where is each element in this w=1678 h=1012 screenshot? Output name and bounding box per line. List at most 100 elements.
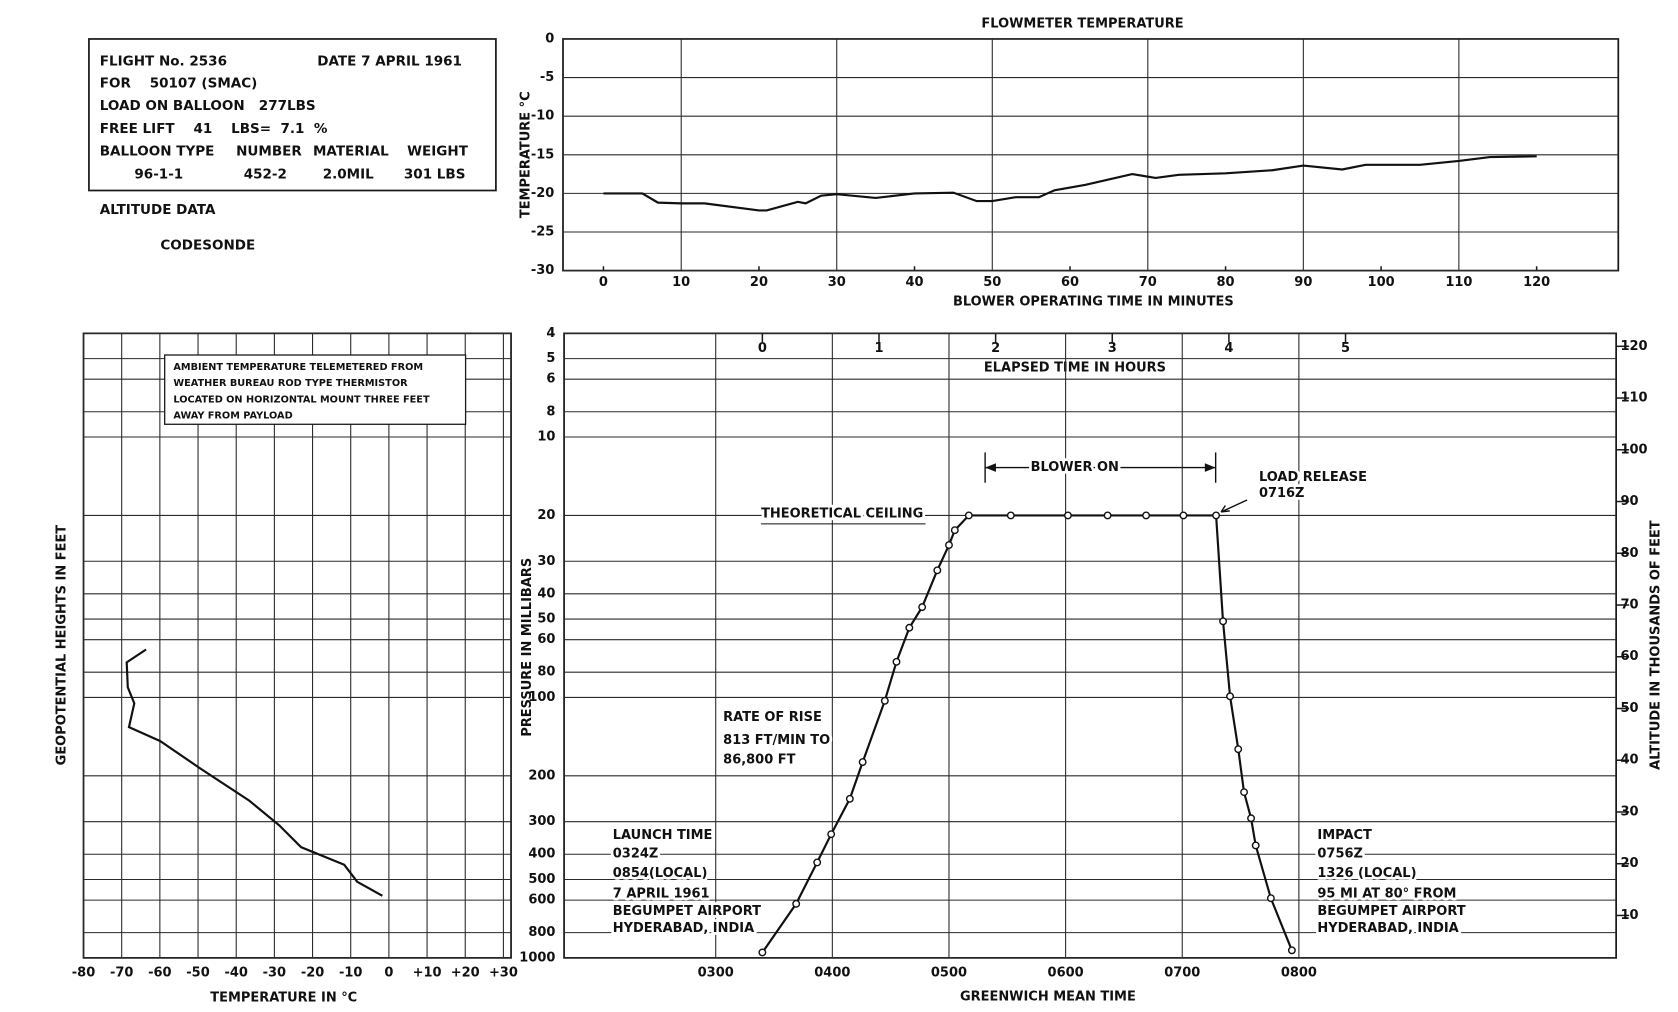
y-tick-label: 40	[537, 586, 555, 601]
x2-tick-label: 5	[1341, 341, 1350, 356]
y-tick-label: -30	[531, 263, 554, 278]
impact-note: BEGUMPET AIRPORT	[1317, 904, 1465, 919]
y2-tick-label: 60	[1620, 649, 1638, 664]
info-box: FLIGHT No. 2536 DATE 7 APRIL 1961 FOR 50…	[88, 38, 497, 254]
data-point	[892, 657, 901, 666]
note-box	[164, 354, 467, 425]
release-arrow	[1220, 499, 1248, 513]
data-point	[918, 603, 927, 612]
annotations: THEORETICAL CEILING BLOWER ON LOAD RELEA…	[610, 452, 1468, 939]
y-tick-label: 600	[528, 893, 555, 908]
x-tick-label: 0700	[1164, 966, 1200, 981]
data-point	[845, 794, 854, 803]
x2-tick-label: 4	[1224, 341, 1233, 356]
x-tick-label: -40	[224, 966, 247, 981]
data-point	[827, 830, 836, 839]
y-tick-label: -15	[531, 147, 554, 162]
balloon-value: 2.0MIL	[323, 166, 374, 182]
data-point	[1142, 511, 1151, 520]
y-tick-label: 200	[528, 768, 555, 783]
y-tick-label: 500	[528, 872, 555, 887]
data-point	[1234, 745, 1243, 754]
y-axis-label: TEMPERATURE °C	[519, 91, 534, 218]
rate-of-rise: RATE OF RISE	[723, 710, 822, 725]
data-point	[945, 541, 953, 550]
y2-tick-label: 10	[1620, 908, 1638, 923]
y2-tick-label: 80	[1620, 546, 1638, 561]
rate-of-rise: 86,800 FT	[723, 752, 795, 767]
data-point	[758, 948, 767, 957]
data-line	[125, 648, 383, 897]
data-point	[858, 758, 867, 766]
y-tick-label: 50	[537, 612, 555, 627]
data-point	[964, 511, 973, 520]
x-tick-label: 100	[1368, 275, 1395, 290]
data-point	[813, 858, 822, 867]
y-tick-label: 0	[545, 31, 554, 46]
y2-tick-label: 20	[1620, 856, 1638, 871]
data-point	[1063, 511, 1072, 520]
y-tick-label: 4	[546, 326, 555, 341]
y2-tick-label: 120	[1620, 339, 1647, 354]
data-point	[933, 566, 942, 575]
y-tick-label: 5	[546, 351, 555, 366]
x-tick-label: 0	[384, 966, 393, 981]
x-tick-label: -80	[72, 966, 95, 981]
altitude-data: ALTITUDE DATA	[100, 202, 216, 218]
x-tick-label: 110	[1445, 275, 1472, 290]
blower-on: BLOWER ON	[1031, 460, 1119, 475]
x2-tick-label: 3	[1108, 341, 1117, 356]
y-tick-label: -20	[531, 186, 554, 201]
flight-number: FLIGHT No. 2536	[100, 54, 227, 70]
y-tick-label: 100	[528, 690, 555, 705]
x2-tick-label: 2	[991, 341, 1000, 356]
y2-tick-label: 40	[1620, 753, 1638, 768]
note-line: WEATHER BUREAU ROD TYPE THERMISTOR	[173, 378, 408, 389]
y-tick-label: 1000	[519, 950, 555, 965]
x-tick-label: 40	[905, 275, 923, 290]
y2-axis-label: ALTITUDE IN THOUSANDS OF FEET	[1649, 520, 1664, 770]
y-tick-label: 400	[528, 847, 555, 862]
y-tick-label: 80	[537, 665, 555, 680]
theoretical-ceiling: THEORETICAL CEILING	[761, 507, 923, 522]
y2-tick-label: 110	[1620, 391, 1647, 406]
x-tick-label: +10	[413, 966, 442, 981]
data-point	[1103, 511, 1112, 520]
y-tick-label: 20	[537, 508, 555, 523]
x-tick-label: -50	[186, 966, 209, 981]
balloon-header: NUMBER	[236, 144, 302, 160]
y-tick-label: 30	[537, 554, 555, 569]
data-point	[1251, 841, 1260, 850]
balloon-value: 96-1-1	[134, 166, 183, 182]
note-line: AWAY FROM PAYLOAD	[173, 411, 292, 422]
x2-tick-label: 0	[758, 341, 767, 356]
balloon-value: 301 LBS	[404, 166, 466, 182]
x-tick-label: 90	[1294, 275, 1312, 290]
x-tick-label: 0400	[814, 966, 850, 981]
x-tick-label: -20	[301, 966, 324, 981]
data-point	[1006, 511, 1015, 520]
data-point	[1226, 692, 1235, 701]
x-tick-label: -70	[110, 966, 133, 981]
x-tick-label: 10	[672, 275, 690, 290]
x2-tick-label: 1	[874, 341, 883, 356]
y-tick-label: 8	[546, 404, 555, 419]
x-tick-label: 60	[1061, 275, 1079, 290]
load-on-balloon: LOAD ON BALLOON 277LBS	[100, 98, 316, 114]
y-axis-label: PRESSURE IN MILLIBARS	[520, 558, 535, 737]
impact-note: 1326 (LOCAL)	[1317, 866, 1416, 881]
x2-axis-label: ELAPSED TIME IN HOURS	[984, 361, 1166, 376]
launch-note: BEGUMPET AIRPORT	[613, 904, 761, 919]
x-tick-label: 80	[1217, 275, 1235, 290]
x-axis-label: BLOWER OPERATING TIME IN MINUTES	[953, 294, 1234, 309]
impact-note: HYDERABAD, INDIA	[1317, 921, 1458, 936]
y2-tick-label: 50	[1620, 701, 1638, 716]
data-point	[880, 696, 889, 705]
x-tick-label: 0300	[698, 966, 734, 981]
balloon-value: 452-2	[244, 166, 287, 182]
note-line: AMBIENT TEMPERATURE TELEMETERED FROM	[173, 362, 423, 373]
data-point	[1240, 788, 1249, 797]
data-point	[950, 526, 959, 535]
